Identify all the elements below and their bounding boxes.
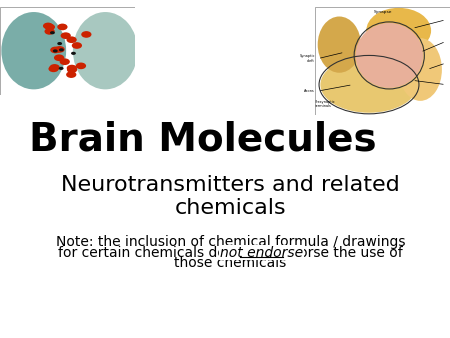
Text: Axons: Axons [304, 89, 315, 93]
Circle shape [67, 37, 77, 43]
Circle shape [53, 49, 58, 52]
Ellipse shape [73, 12, 138, 89]
Ellipse shape [318, 17, 361, 73]
Circle shape [66, 71, 76, 78]
Circle shape [45, 24, 55, 30]
Text: for certain chemicals does not endorse the use of: for certain chemicals does not endorse t… [58, 246, 403, 260]
Circle shape [57, 24, 68, 30]
Circle shape [67, 66, 77, 73]
Ellipse shape [366, 8, 431, 53]
Circle shape [54, 54, 64, 61]
Text: Synapse: Synapse [373, 10, 392, 14]
Circle shape [45, 28, 55, 35]
Circle shape [43, 23, 53, 29]
Ellipse shape [320, 56, 418, 113]
Ellipse shape [399, 38, 442, 101]
Ellipse shape [356, 23, 423, 88]
Circle shape [72, 42, 82, 49]
Circle shape [50, 64, 60, 71]
Circle shape [59, 48, 64, 51]
Circle shape [49, 66, 58, 72]
Circle shape [59, 67, 63, 70]
Text: those chemicals: those chemicals [175, 256, 287, 270]
Ellipse shape [1, 12, 66, 89]
Circle shape [76, 63, 86, 69]
Circle shape [59, 58, 70, 65]
Circle shape [57, 42, 62, 45]
Text: Brain Molecules: Brain Molecules [29, 120, 377, 159]
Circle shape [50, 31, 55, 34]
Text: Neurotransmitters and related
chemicals: Neurotransmitters and related chemicals [61, 175, 400, 218]
Circle shape [67, 65, 77, 71]
Circle shape [54, 46, 65, 53]
Text: Presynaptic
terminals: Presynaptic terminals [315, 100, 336, 108]
Text: Synaptic
cleft: Synaptic cleft [300, 54, 315, 63]
Circle shape [81, 31, 91, 38]
Circle shape [50, 47, 60, 53]
Text: Note: the inclusion of chemical formula / drawings: Note: the inclusion of chemical formula … [56, 235, 405, 249]
Circle shape [61, 32, 71, 39]
Text: not endorse: not endorse [220, 246, 303, 260]
Circle shape [71, 52, 76, 55]
